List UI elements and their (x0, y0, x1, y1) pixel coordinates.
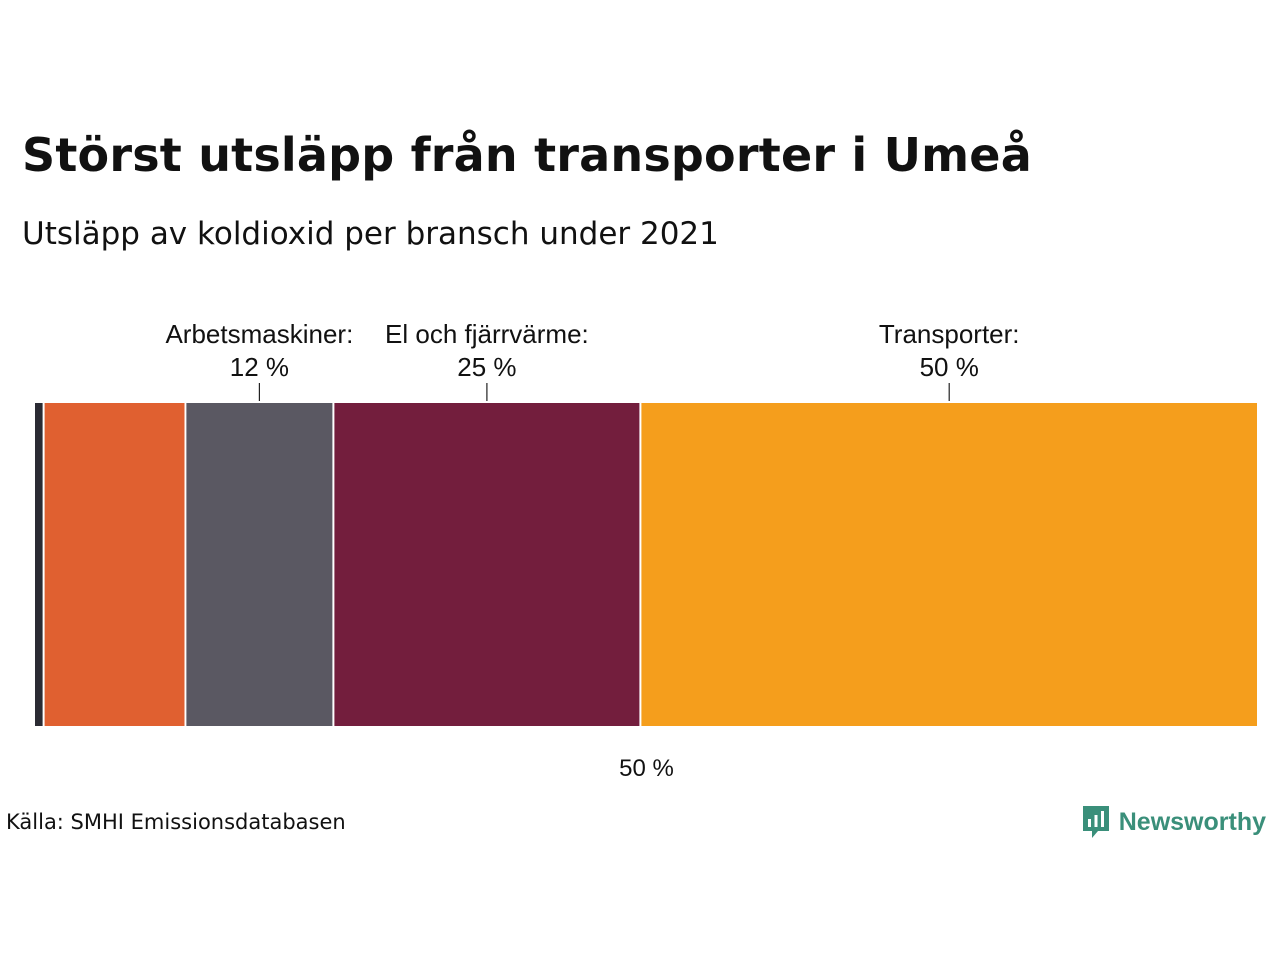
segment-value-label: 25 % (457, 352, 516, 382)
segment-name-label: Arbetsmaskiner: (165, 319, 353, 349)
segment-labels: Arbetsmaskiner:12 % El och fjärrvärme:25 … (165, 319, 1020, 401)
segment-name-label: El och fjärrvärme: (385, 319, 589, 349)
source-note: Källa: SMHI Emissionsdatabasen (6, 810, 346, 834)
bar-segments (35, 403, 1257, 726)
brand-name: Newsworthy (1118, 807, 1266, 836)
brand-logo: Newsworthy (1081, 804, 1266, 840)
bar-segment-3 (334, 403, 640, 726)
midline-label: 50 % (619, 755, 674, 782)
chart-title: Störst utsläpp från transporter i Umeå (22, 128, 1032, 182)
segment-value-label: 12 % (230, 352, 289, 382)
bar-segment-4 (641, 403, 1257, 726)
bar-segment-2 (186, 403, 333, 726)
segment-value-label: 50 % (920, 352, 979, 382)
chart-subtitle: Utsläpp av koldioxid per bransch under 2… (22, 216, 719, 252)
bar-segment-1 (44, 403, 185, 726)
bar-segment-0 (35, 403, 43, 726)
segment-name-label: Transporter: (879, 319, 1020, 349)
bar-chart-speech-bubble-icon (1082, 806, 1109, 838)
stacked-bar-chart: Arbetsmaskiner:12 % El och fjärrvärme:25 … (35, 319, 1257, 782)
